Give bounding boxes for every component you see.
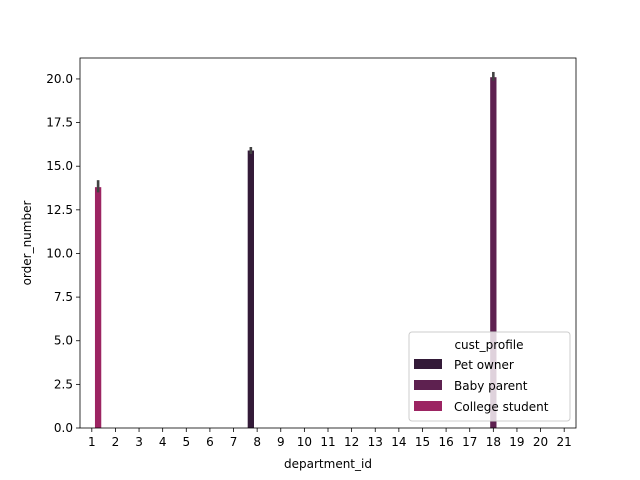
x-tick-label: 1 bbox=[88, 435, 96, 449]
legend-swatch bbox=[414, 380, 442, 390]
y-tick-label: 12.5 bbox=[46, 203, 73, 217]
x-tick-label: 2 bbox=[112, 435, 120, 449]
x-axis-label: department_id bbox=[284, 457, 372, 471]
legend-entry-label: Baby parent bbox=[454, 379, 528, 393]
y-tick-label: 2.5 bbox=[54, 377, 73, 391]
legend-box bbox=[408, 331, 571, 422]
x-tick-label: 16 bbox=[438, 435, 453, 449]
y-tick-label: 0.0 bbox=[54, 421, 73, 435]
x-tick-label: 14 bbox=[391, 435, 406, 449]
legend-title: cust_profile bbox=[454, 338, 523, 352]
x-tick-label: 3 bbox=[135, 435, 143, 449]
y-tick-label: 20.0 bbox=[46, 72, 73, 86]
bars bbox=[94, 71, 497, 428]
bar bbox=[490, 77, 497, 428]
bar bbox=[94, 187, 102, 428]
x-tick-label: 13 bbox=[368, 435, 383, 449]
y-tick-label: 17.5 bbox=[46, 116, 73, 130]
x-tick-label: 10 bbox=[297, 435, 312, 449]
y-tick-label: 10.0 bbox=[46, 246, 73, 260]
x-tick-label: 6 bbox=[206, 435, 214, 449]
x-tick-label: 17 bbox=[462, 435, 477, 449]
y-tick-label: 5.0 bbox=[54, 334, 73, 348]
x-tick-label: 21 bbox=[557, 435, 572, 449]
x-tick-label: 8 bbox=[253, 435, 261, 449]
x-tick-label: 12 bbox=[344, 435, 359, 449]
plot-frame bbox=[79, 57, 577, 429]
y-axis: 0.0 2.5 5.0 7.5 10.0 12.5 15.0 17.5 20.0 bbox=[46, 72, 80, 435]
legend-swatch bbox=[414, 401, 442, 411]
x-tick-label: 4 bbox=[159, 435, 167, 449]
y-axis-label: order_number bbox=[20, 201, 34, 286]
x-tick-label: 9 bbox=[277, 435, 285, 449]
legend-entry-label: College student bbox=[454, 400, 549, 414]
y-tick-label: 15.0 bbox=[46, 159, 73, 173]
x-tick-label: 19 bbox=[509, 435, 524, 449]
x-tick-label: 5 bbox=[182, 435, 190, 449]
x-tick-label: 18 bbox=[486, 435, 501, 449]
y-tick-label: 7.5 bbox=[54, 290, 73, 304]
x-tick-label: 7 bbox=[230, 435, 238, 449]
legend: cust_profile Pet owner Baby parent College… bbox=[408, 331, 571, 422]
x-tick-label: 20 bbox=[533, 435, 548, 449]
bar bbox=[247, 150, 254, 428]
legend-entry-label: Pet owner bbox=[454, 358, 514, 372]
legend-swatch bbox=[414, 359, 442, 369]
x-axis: 1 2 3 4 5 6 7 8 9 10 11 12 13 14 15 16 17 18 19 20 21 bbox=[88, 428, 572, 449]
x-tick-label: 11 bbox=[320, 435, 335, 449]
x-tick-label: 15 bbox=[415, 435, 430, 449]
